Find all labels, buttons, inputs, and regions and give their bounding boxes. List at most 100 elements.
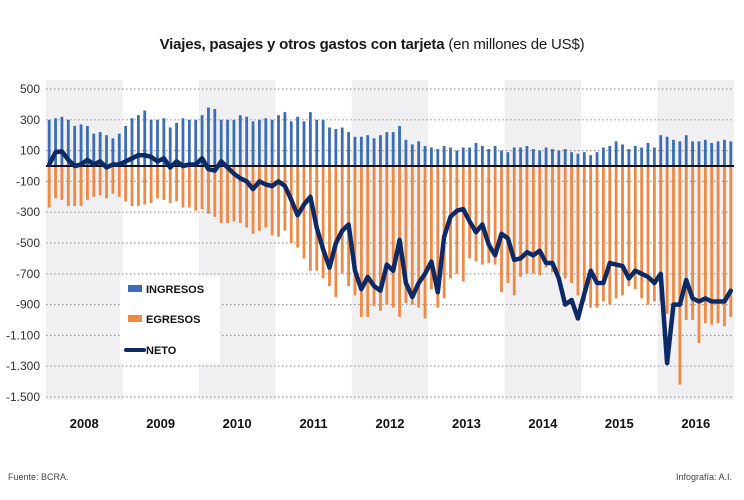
ingresos-bar [181, 118, 185, 166]
egresos-bar [723, 166, 726, 327]
egresos-bar [79, 166, 83, 207]
ingresos-bar [200, 115, 204, 166]
year-bands [46, 80, 734, 400]
egresos-bar [359, 166, 363, 317]
ingresos-bar [347, 132, 350, 166]
egresos-bar [391, 166, 395, 308]
egresos-bar [557, 166, 561, 274]
legend: INGRESOS EGRESOS NETO [120, 276, 220, 364]
ingresos-bar [136, 115, 140, 166]
ingresos-bar [531, 149, 535, 166]
egresos-bar [633, 166, 637, 290]
y-tick-label: -1.100 [6, 328, 40, 342]
ingresos-bar [359, 136, 363, 166]
egresos-bar [149, 166, 153, 203]
egresos-bar [563, 166, 567, 279]
ingresos-bar [595, 152, 599, 166]
egresos-bar [270, 166, 274, 236]
ingresos-bar [340, 127, 344, 166]
chart-title: Viajes, pasajes y otros gastos con tarje… [0, 36, 744, 53]
egresos-bar [538, 166, 542, 276]
egresos-bar [423, 166, 427, 319]
egresos-bar [372, 166, 376, 307]
egresos-bar [66, 166, 70, 207]
ingresos-bar [66, 119, 70, 166]
egresos-bar [162, 166, 166, 200]
egresos-bar [691, 166, 694, 320]
egresos-bar [251, 166, 255, 234]
ingresos-bar [672, 139, 675, 166]
y-axis-labels: 500 300 100 -100 -300 -500 -700 -900 -1.100 -1.30… [6, 82, 40, 404]
egresos-bar [283, 166, 287, 231]
egresos-bar [73, 166, 77, 207]
egresos-bar [277, 166, 280, 237]
x-tick-label: 2010 [223, 416, 252, 431]
ingresos-bar [98, 132, 102, 166]
ingresos-bar [156, 119, 159, 166]
egresos-bar [130, 166, 134, 207]
ingresos-bar [213, 109, 217, 166]
ingresos-bar [576, 153, 580, 166]
x-tick-label: 2011 [299, 416, 327, 431]
egresos-bar [200, 166, 204, 210]
egresos-bar [665, 166, 669, 314]
egresos-bar [614, 166, 618, 299]
ingresos-bar [366, 135, 370, 166]
ingresos-bar [563, 149, 567, 166]
ingresos-bar [729, 141, 733, 166]
ingresos-bar [353, 136, 357, 166]
ingresos-bar [73, 125, 77, 166]
egresos-bar [582, 166, 586, 302]
y-tick-label: -500 [16, 236, 40, 250]
ingresos-bar [143, 110, 147, 166]
y-tick-label: -1.500 [6, 390, 40, 404]
egresos-bar [340, 166, 344, 274]
ingresos-bar [130, 118, 134, 166]
chart-subtitle: (en millones de US$) [448, 36, 585, 53]
egresos-bar [98, 166, 102, 196]
egresos-bar [525, 166, 529, 274]
egresos-bar [379, 166, 382, 311]
x-tick-label: 2009 [146, 416, 175, 431]
ingresos-bar [334, 129, 338, 166]
ingresos-bar [149, 119, 153, 166]
ingresos-bars [47, 107, 733, 166]
ingresos-bar [270, 119, 274, 166]
legend-egresos-swatch [128, 315, 142, 322]
egresos-bar [175, 166, 178, 202]
y-tick-label: -700 [16, 267, 40, 281]
egresos-bar [232, 166, 236, 222]
ingresos-bar [589, 155, 593, 166]
egresos-bar [258, 166, 261, 231]
egresos-bar [136, 166, 140, 207]
ingresos-bar [659, 135, 663, 166]
ingresos-bar [480, 145, 484, 166]
ingresos-bar [697, 141, 701, 166]
ingresos-bar [493, 145, 497, 166]
ingresos-bar [111, 138, 115, 166]
ingresos-bar [54, 118, 57, 166]
egresos-bar [321, 166, 325, 279]
egresos-bar [238, 166, 242, 223]
egresos-bar [353, 166, 357, 296]
egresos-bar [589, 166, 593, 308]
ingresos-bar [277, 115, 280, 166]
egresos-bar [461, 166, 465, 282]
egresos-bar [678, 166, 682, 385]
ingresos-bar [308, 112, 312, 166]
ingresos-bar [723, 139, 726, 166]
ingresos-bar [86, 125, 89, 166]
gridlines [46, 88, 734, 398]
ingresos-bar [678, 141, 682, 166]
ingresos-bar [60, 116, 64, 166]
ingresos-bar [219, 119, 223, 166]
egresos-bar [92, 166, 96, 197]
year-band-2014 [504, 80, 582, 400]
egresos-bar [54, 166, 57, 199]
ingresos-bar [226, 119, 229, 166]
ingresos-bar [162, 118, 166, 166]
chart-svg: 500 300 100 -100 -300 -500 -700 -900 -1.100 -1.30… [6, 80, 734, 431]
ingresos-bar [283, 112, 287, 166]
ingresos-bar [474, 142, 478, 166]
egresos-bar [652, 166, 656, 302]
